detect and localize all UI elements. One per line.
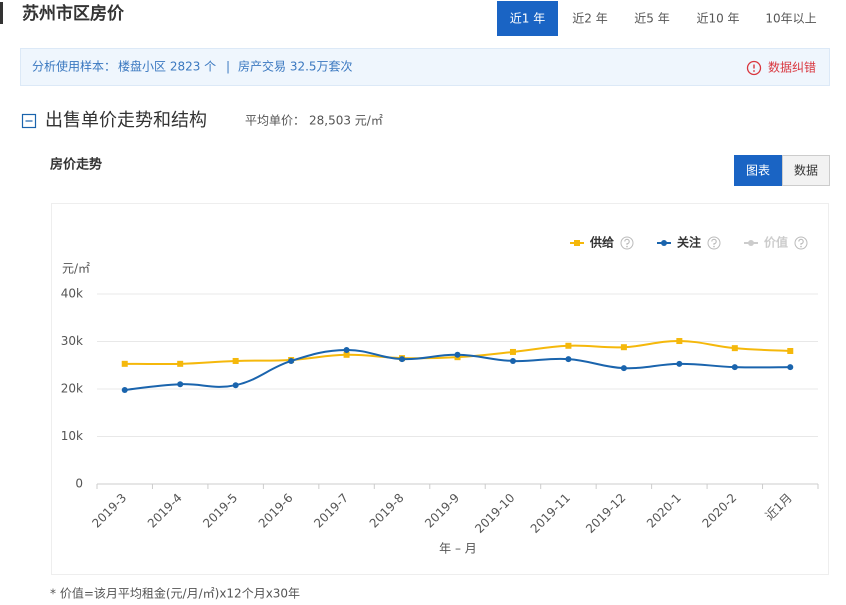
y-unit: 元/㎡ <box>62 262 90 276</box>
sample-text: 楼盘小区 2823 个 <box>118 59 216 74</box>
tab[interactable]: 近10 年 <box>696 12 739 26</box>
y-tick-label: 40k <box>61 287 83 301</box>
avg-value: 28,503 元/㎡ <box>309 114 383 128</box>
point <box>509 357 516 364</box>
toggle[interactable]: 图表 <box>746 164 770 178</box>
x-tick-label: 近1月 <box>763 491 795 523</box>
x-tick-label: 2019-10 <box>472 491 517 536</box>
x-tick-label: 2019-4 <box>145 491 185 531</box>
help-icon[interactable] <box>620 236 634 250</box>
help-mark <box>711 238 717 245</box>
toggle[interactable]: 数据 <box>794 163 818 178</box>
point <box>343 347 350 354</box>
tab-bg[interactable] <box>497 1 558 36</box>
help-dot <box>713 245 715 248</box>
tab[interactable]: 近2 年 <box>572 12 607 26</box>
help-mark <box>798 238 804 245</box>
tab[interactable]: 10年以上 <box>765 12 816 26</box>
point <box>232 357 239 364</box>
point <box>620 365 627 372</box>
point <box>343 351 350 358</box>
tab-bg[interactable] <box>621 1 683 36</box>
report-link[interactable]: 数据纠错 <box>768 60 816 75</box>
legend-label[interactable]: 供给 <box>589 235 614 250</box>
legend-marker <box>661 240 667 246</box>
y-tick-label: 30k <box>61 334 83 348</box>
footnote: * 价值=该月平均租金(元/月/㎡)x12个月x30年 <box>50 586 300 601</box>
x-tick-label: 2019-8 <box>367 491 407 531</box>
legend-marker <box>748 240 754 246</box>
point <box>509 348 516 355</box>
tab-bg[interactable] <box>753 1 829 36</box>
tab-bg[interactable] <box>683 1 753 36</box>
sample-label: 分析使用样本： <box>32 59 116 74</box>
legend-label[interactable]: 价值 <box>764 235 788 250</box>
point <box>399 356 406 363</box>
legend-marker <box>574 240 580 246</box>
section-title: 出售单价走势和结构 <box>45 110 207 131</box>
toggles: 图表 数据 <box>734 155 830 186</box>
tab[interactable]: 近5 年 <box>634 12 669 26</box>
x-tick-label: 2019-6 <box>256 491 296 531</box>
help-icon[interactable] <box>794 236 808 250</box>
point <box>121 360 128 367</box>
info-bar <box>20 48 830 86</box>
tab-bg[interactable] <box>559 1 621 36</box>
point <box>177 360 184 367</box>
x-tick-label: 2019-12 <box>583 491 628 536</box>
toggle-bg[interactable] <box>782 155 830 186</box>
x-tick-label: 2019-3 <box>89 491 129 531</box>
tab[interactable]: 近1 年 <box>510 12 545 26</box>
y-tick-label: 10k <box>61 429 83 443</box>
point <box>676 360 683 367</box>
collapse-icon[interactable] <box>21 113 37 129</box>
tabs: 近1 年 近2 年 近5 年 近10 年 10年以上 <box>497 1 829 36</box>
chart-frame <box>51 203 829 575</box>
title-bar <box>0 2 3 24</box>
help-dot <box>800 245 802 248</box>
x-tick-label: 2019-9 <box>422 491 462 531</box>
x-tick-label: 2020-2 <box>699 491 739 531</box>
x-tick-label: 2019-7 <box>311 491 351 531</box>
report-icon[interactable] <box>746 60 762 76</box>
legend-label[interactable]: 关注 <box>677 235 701 250</box>
trade-text: 房产交易 32.5万套次 <box>238 59 353 74</box>
help-icon[interactable] <box>707 236 721 250</box>
toggle-bg[interactable] <box>734 155 782 186</box>
x-tick-label: 2019-5 <box>200 491 240 531</box>
point <box>676 338 683 345</box>
point <box>731 364 738 371</box>
x-tick-label: 2020-1 <box>644 491 684 531</box>
point <box>288 357 295 364</box>
point <box>565 342 572 349</box>
point <box>177 381 184 388</box>
point <box>232 382 239 389</box>
y-tick-label: 0 <box>75 477 83 491</box>
x-tick-label: 2019-11 <box>528 491 573 536</box>
point <box>731 345 738 352</box>
point <box>787 364 794 371</box>
x-axis-title: 年 – 月 <box>439 542 477 556</box>
point <box>787 348 794 354</box>
y-tick-label: 20k <box>61 382 83 396</box>
help-mark <box>624 238 630 245</box>
help-dot <box>626 245 628 248</box>
point <box>565 356 572 363</box>
avg-label: 平均单价： <box>245 114 305 128</box>
separator: | <box>226 60 230 74</box>
report-icon-dot <box>753 70 755 72</box>
point <box>620 344 627 351</box>
point <box>454 351 461 358</box>
page-title: 苏州市区房价 <box>22 3 125 24</box>
panel-title: 房价走势 <box>50 157 102 173</box>
point <box>121 386 128 393</box>
